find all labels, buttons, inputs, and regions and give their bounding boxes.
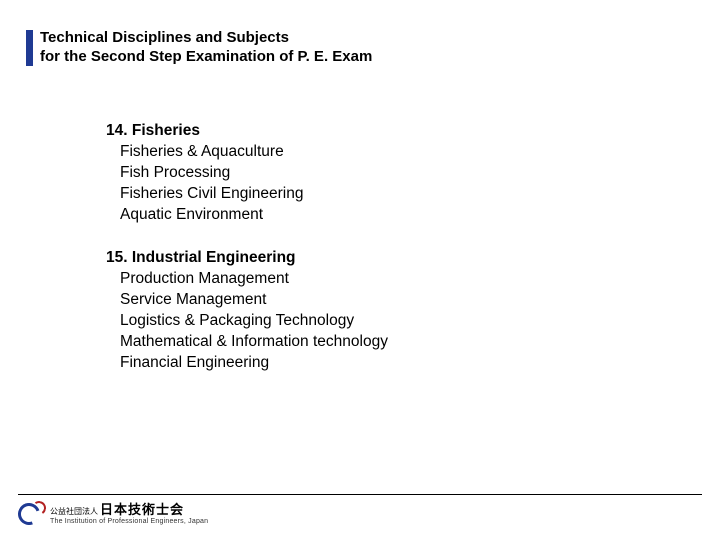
footer-rule — [18, 494, 702, 495]
slide-header: Technical Disciplines and Subjects for t… — [26, 28, 446, 66]
section-item: Fisheries Civil Engineering — [120, 183, 388, 204]
footer-org-name-jp: 日本技術士会 — [100, 502, 184, 517]
section-heading: Fisheries — [132, 122, 200, 139]
content-area: 14. Fisheries Fisheries & Aquaculture Fi… — [106, 120, 388, 395]
section-title-15: 15. Industrial Engineering — [106, 247, 388, 268]
section-14: 14. Fisheries Fisheries & Aquaculture Fi… — [106, 120, 388, 225]
header-accent-bar — [26, 30, 33, 66]
footer-org-prefix: 公益社団法人 — [50, 507, 98, 516]
section-heading: Industrial Engineering — [132, 249, 296, 266]
section-item: Service Management — [120, 289, 388, 310]
footer: 公益社団法人日本技術士会 The Institution of Professi… — [18, 501, 208, 527]
footer-text: 公益社団法人日本技術士会 The Institution of Professi… — [50, 503, 208, 525]
section-item: Financial Engineering — [120, 352, 388, 373]
slide-page: Technical Disciplines and Subjects for t… — [0, 0, 720, 540]
section-item: Fisheries & Aquaculture — [120, 141, 388, 162]
header-line-2: for the Second Step Examination of P. E.… — [40, 48, 372, 65]
section-item: Fish Processing — [120, 162, 388, 183]
footer-org-jp: 公益社団法人日本技術士会 — [50, 503, 208, 516]
org-logo-icon — [18, 501, 44, 527]
footer-org-en: The Institution of Professional Engineer… — [50, 518, 208, 525]
section-15: 15. Industrial Engineering Production Ma… — [106, 247, 388, 373]
section-item: Logistics & Packaging Technology — [120, 310, 388, 331]
section-item: Mathematical & Information technology — [120, 331, 388, 352]
section-number: 14. — [106, 122, 128, 139]
section-item: Production Management — [120, 268, 388, 289]
section-title-14: 14. Fisheries — [106, 120, 388, 141]
header-line-1: Technical Disciplines and Subjects — [40, 29, 289, 46]
header-title: Technical Disciplines and Subjects for t… — [40, 28, 446, 66]
section-item: Aquatic Environment — [120, 204, 388, 225]
section-number: 15. — [106, 249, 128, 266]
